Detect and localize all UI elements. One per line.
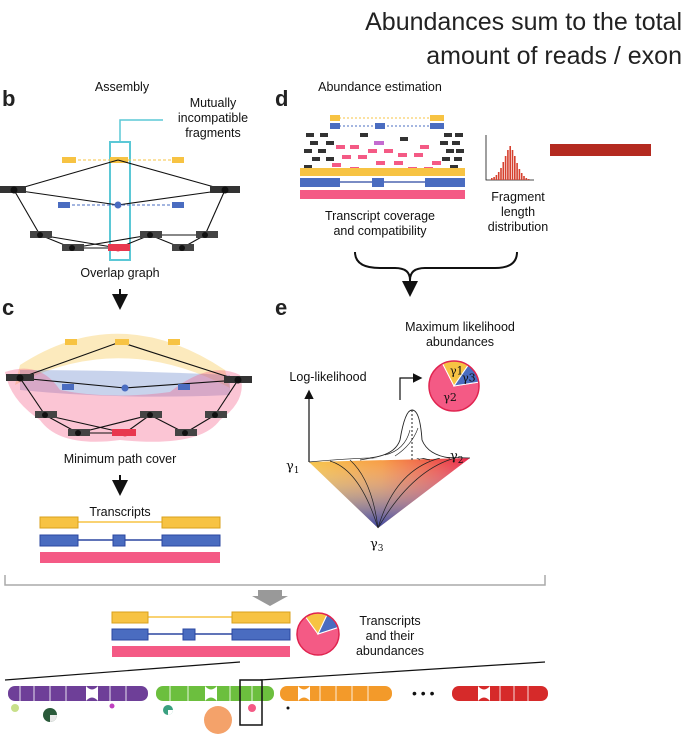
red-bar [550, 144, 651, 156]
gamma-2-label: γ2 [450, 449, 464, 466]
overlap-graph [0, 119, 240, 261]
fragment-line-2: length [500, 205, 536, 219]
chromosome-1 [8, 686, 148, 722]
simplex-triangle-shade [309, 458, 470, 528]
merge-bracket [354, 251, 518, 281]
transcripts-c [39, 516, 221, 563]
histogram-bar [511, 150, 514, 180]
read-pairs-black [304, 133, 464, 169]
path-cover-graph [5, 333, 252, 442]
gamma-1-label: γ1 [286, 459, 300, 476]
histogram-bar [497, 172, 500, 180]
pie-outline [296, 612, 340, 656]
fragment-alignments [300, 115, 465, 199]
transcript-coverage-caption: Transcript coverage and compatibility [300, 209, 460, 239]
histogram-bar [507, 150, 509, 180]
callout-line-3: fragments [185, 126, 241, 140]
fragment-line-1: Fragment [491, 190, 545, 204]
histogram-bar [527, 179, 530, 180]
bottom-caption-line-3: abundances [355, 644, 425, 658]
graph-nodes [0, 186, 240, 252]
down-arrow-gray [252, 590, 288, 606]
panel-letter-d: d [275, 86, 289, 111]
ml-abundances-title: Maximum likelihood abundances [385, 320, 535, 350]
panel-letter-e: e [275, 295, 288, 320]
overlap-graph-caption: Overlap graph [80, 266, 160, 280]
histogram-axes [485, 135, 534, 181]
callout-bracket [119, 119, 163, 142]
histogram-bar [500, 168, 502, 180]
header-line-2: amount of reads / exon [426, 42, 682, 70]
zoom-box [239, 679, 263, 726]
assembly-title: Assembly [94, 80, 150, 94]
histogram-bar [509, 146, 511, 180]
abundance-estimation-title: Abundance estimation [318, 80, 442, 94]
transcripts-bottom [111, 611, 291, 657]
yellow-fragment [62, 157, 184, 163]
log-likelihood-label: Log-likelihood [289, 370, 367, 384]
mutually-incompatible-callout: Mutually incompatible fragments [168, 96, 258, 141]
ml-line-2: abundances [425, 335, 495, 349]
histogram-bar [518, 169, 521, 180]
coverage-line-1: Transcript coverage [325, 209, 435, 223]
zoom-lines [4, 661, 546, 681]
histogram-bar [493, 177, 495, 180]
chromosome-4 [452, 686, 548, 701]
pie-outline [428, 360, 480, 412]
pie-label-1: γ1 [450, 365, 464, 378]
callout-line-1: Mutually [189, 96, 237, 110]
pie-label-0: γ2 [443, 391, 457, 404]
fragment-line-3: distribution [487, 220, 549, 234]
histogram-bar [514, 156, 516, 180]
bottom-pie-chart [296, 612, 340, 656]
chromosome-3 [280, 686, 392, 701]
transcripts-title: Transcripts [89, 505, 151, 519]
histogram-bar [523, 176, 525, 180]
likelihood-peak [369, 409, 451, 459]
histogram-bar [504, 156, 507, 180]
histogram-bar [516, 163, 518, 180]
ml-line-1: Maximum likelihood [405, 320, 515, 334]
fragment-length-histogram [485, 135, 534, 181]
peak-to-pie-arrow [399, 373, 423, 400]
header-line-1: Abundances sum to the total [365, 8, 682, 36]
gamma-3-label: γ3 [370, 537, 384, 554]
chromosome-2 [156, 679, 290, 734]
histogram-bar [502, 162, 505, 180]
bottom-caption-line-1: Transcripts [359, 614, 421, 628]
panel-letter-b: b [2, 86, 16, 111]
chromosome-ellipsis: • • • [412, 685, 435, 701]
read-pairs-red [332, 145, 441, 171]
coverage-line-2: and compatibility [333, 224, 427, 238]
section-divider-bracket [4, 575, 546, 586]
histogram-bar [520, 173, 523, 180]
min-path-cover-caption: Minimum path cover [63, 452, 177, 466]
fragment-length-caption: Fragment length distribution [478, 190, 558, 235]
likelihood-surface: γ1 γ2 γ3 [286, 373, 471, 554]
histogram-bar [525, 178, 528, 180]
yellow-path-highlight [15, 333, 230, 388]
pie-label-2: γ3 [462, 372, 476, 385]
panel-letter-c: c [2, 295, 15, 320]
transcripts-abundances-caption: Transcripts and their abundances [345, 614, 435, 659]
callout-line-2: incompatible [177, 111, 249, 125]
histogram-bar [491, 178, 493, 180]
histogram-bar [495, 175, 498, 180]
bottom-caption-line-2: and their [365, 629, 415, 643]
chromosomes: • • • [8, 679, 548, 734]
